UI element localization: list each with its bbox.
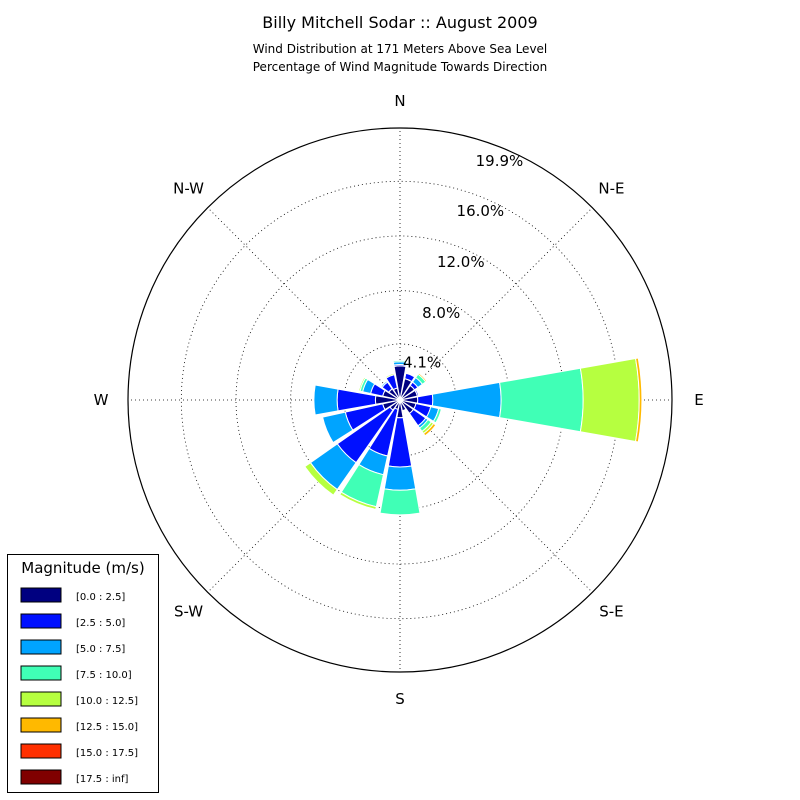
wind-bar [383,465,417,491]
outer-circle [127,127,673,673]
direction-label: W [94,391,109,409]
chart-title: Billy Mitchell Sodar :: August 2009 [262,13,537,32]
wind-bar [380,380,389,389]
legend-label: [0.0 : 2.5] [76,592,125,603]
direction-label: N-W [173,180,204,198]
wind-bar [304,462,338,496]
direction-label: E [694,391,703,409]
wind-bar [339,491,377,511]
grid-spoke [207,207,401,401]
wind-bar [422,422,437,437]
wind-bar [392,359,408,363]
direction-label: S-W [174,602,203,620]
legend-label: [5.0 : 7.5] [76,644,125,655]
legend-swatch [20,639,62,655]
legend-label: [12.5 : 15.0] [76,722,138,733]
legend-entries: [0.0 : 2.5] [2.5 : 5.0] [5.0 : 7.5] [7.5 : … [20,587,138,785]
ring-label: 19.9% [476,152,524,170]
wind-bar [414,389,420,397]
legend-label: [7.5 : 10.0] [76,670,132,681]
direction-label: N [394,92,405,110]
ring-label: 8.0% [422,304,460,322]
wind-bar [634,357,643,443]
direction-label: N-E [598,180,624,198]
wind-bar [384,372,395,379]
legend: Magnitude (m/s) [0.0 : 2.5] [2.5 : 5.0] [5… [7,554,159,793]
wind-bar [322,411,354,444]
wind-bar [379,488,421,516]
wind-bar [431,381,502,419]
direction-label: S-E [599,602,623,620]
ring-label: 4.1% [403,354,441,372]
wind-bar [313,384,339,416]
chart-subtitle-line-1: Wind Distribution at 171 Meters Above Se… [253,42,548,56]
legend-label: [15.0 : 17.5] [76,748,138,759]
ring-labels: 4.1% 8.0% 12.0% 16.0% 19.9% [403,152,523,372]
legend-swatch [20,743,62,759]
wind-bar [579,357,640,443]
legend-swatch [20,691,62,707]
wind-bar [432,407,442,424]
legend-swatch [20,613,62,629]
legend-label: [17.5 : inf] [76,774,129,785]
legend-swatch [20,665,62,681]
legend-label: [10.0 : 12.5] [76,696,138,707]
legend-swatch [20,587,62,603]
chart-subtitle-line-2: Percentage of Wind Magnitude Towards Dir… [253,60,547,74]
direction-labels: N N-E E S-E S S-W W N-W [94,92,704,708]
ring-label: 16.0% [457,202,505,220]
wind-bar [404,372,416,383]
wind-bar [358,376,367,392]
ring-label: 12.0% [437,253,485,271]
direction-label: S [395,690,405,708]
legend-swatch [20,769,62,785]
wind-bar [499,367,584,433]
legend-label: [2.5 : 5.0] [76,618,125,629]
legend-title: Magnitude (m/s) [21,559,144,577]
wind-bar [417,372,428,383]
wind-bars [304,357,643,516]
legend-swatch [20,717,62,733]
